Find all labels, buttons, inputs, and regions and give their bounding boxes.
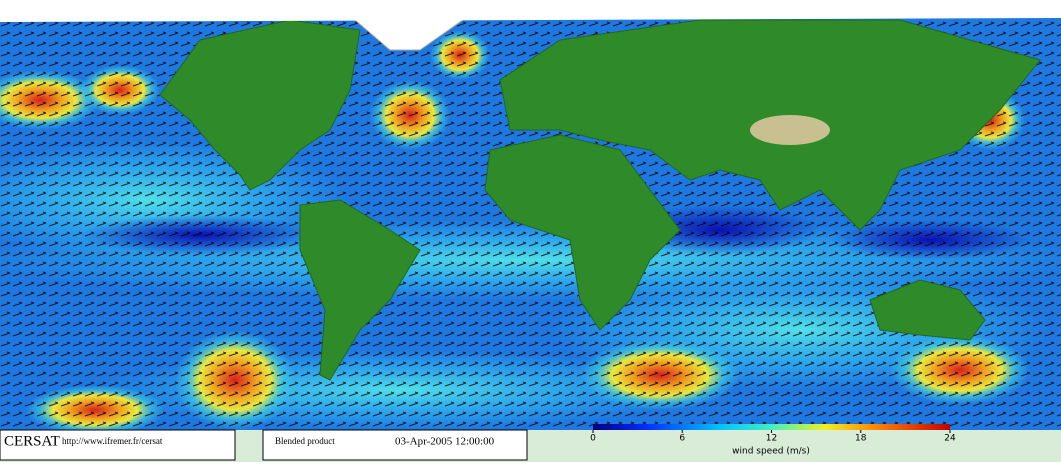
continents (0, 0, 1061, 381)
credit-url: http://www.ifremer.fr/cersat (62, 436, 163, 446)
colorbar-tick-label: 18 (855, 434, 867, 444)
colorbar-tick-label: 0 (590, 434, 596, 444)
colorbar (593, 424, 950, 430)
colorbar-tick-label: 12 (766, 434, 777, 444)
product-label: Blended product (275, 436, 335, 446)
colorbar-label: wind speed (m/s) (732, 447, 810, 457)
product-date: 03-Apr-2005 12:00:00 (395, 436, 495, 448)
credit-panel (0, 429, 236, 461)
credit-name: CERSAT (4, 433, 60, 449)
colorbar-tick-label: 6 (679, 434, 685, 444)
product-panel (262, 429, 528, 461)
colorbar-tick-label: 24 (944, 434, 956, 444)
